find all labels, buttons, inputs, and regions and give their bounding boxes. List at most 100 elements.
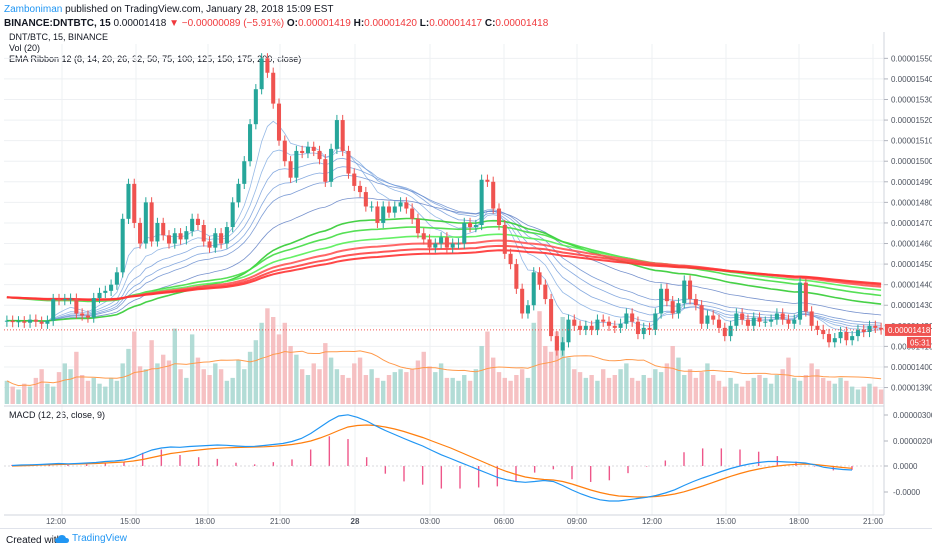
candle-body <box>531 272 536 306</box>
candle-body <box>844 331 849 341</box>
candle-body <box>85 315 90 318</box>
candle-body <box>508 253 513 265</box>
candle-body <box>450 243 455 248</box>
volume-bar <box>4 380 10 404</box>
candle-body <box>334 120 339 149</box>
volume-bar <box>195 357 201 404</box>
candle-body <box>728 325 733 337</box>
candle-body <box>91 298 96 318</box>
candle-body <box>502 225 507 254</box>
volume-bar <box>456 380 461 404</box>
price-tick-label: 0.00001490 <box>891 178 932 187</box>
candle-body <box>496 208 502 225</box>
volume-bar <box>849 386 855 404</box>
candle-body <box>433 243 438 248</box>
price-tick-label: 0.00001540 <box>891 75 932 84</box>
candle-body <box>178 233 183 240</box>
volume-bar <box>328 357 334 404</box>
candle-body <box>537 272 542 285</box>
legend-ema[interactable]: EMA Ribbon 12 (8, 14, 20, 26, 32, 50, 75… <box>9 54 302 64</box>
macd-pane <box>4 405 884 502</box>
volume-bar <box>763 377 768 404</box>
open-label: O: <box>286 18 298 29</box>
candle-body <box>682 280 687 304</box>
ema-100-line <box>6 225 882 303</box>
candle-body <box>329 148 334 182</box>
candle-body <box>143 202 148 244</box>
volume-bar <box>450 377 455 404</box>
candle-body <box>103 290 108 293</box>
volume-bar <box>687 369 693 404</box>
candle-body <box>635 321 640 335</box>
candle-body <box>22 321 27 323</box>
time-tick-label: 03:00 <box>420 517 441 526</box>
candle-body <box>80 313 85 316</box>
volume-bar <box>85 380 91 404</box>
price-tick-label: 0.00001520 <box>891 116 932 125</box>
candle-body <box>815 325 820 330</box>
volume-bar <box>635 380 641 404</box>
volume-bar <box>305 375 311 404</box>
candle-body <box>375 206 380 223</box>
candle-body <box>705 315 710 324</box>
legend-vol[interactable]: Vol (20) <box>9 43 41 53</box>
tradingview-logo[interactable]: TradingView <box>55 533 127 544</box>
author-link[interactable]: Zamboniman <box>4 4 63 15</box>
candle-body <box>265 58 270 73</box>
candle-body <box>850 336 855 341</box>
candle-body <box>16 321 21 323</box>
cloud-icon <box>55 534 69 543</box>
volume-bar <box>74 351 79 404</box>
volume-bar <box>531 322 536 404</box>
candle-body <box>346 150 351 174</box>
volume-bar <box>438 363 444 404</box>
grid <box>4 44 884 515</box>
legend-title[interactable]: DNT/BTC, 15, BINANCE <box>9 32 109 42</box>
volume-bar <box>537 311 542 404</box>
volume-bar <box>27 386 33 404</box>
volume-bar <box>68 369 73 404</box>
time-tick-label: 09:00 <box>567 517 588 526</box>
volume-bar <box>809 363 814 404</box>
volume-bar <box>572 369 577 404</box>
candle-body <box>479 179 484 225</box>
candle-body <box>4 320 9 322</box>
candle-body <box>861 329 866 332</box>
candle-body <box>120 218 125 273</box>
candle-body <box>647 327 652 330</box>
volume-bar <box>62 363 67 404</box>
candle-body <box>763 321 768 323</box>
candle-body <box>525 305 530 314</box>
close-value: 0.00001418 <box>495 18 549 29</box>
time-tick-label: 06:00 <box>494 517 515 526</box>
candle-body <box>253 89 258 125</box>
candle-body <box>207 241 212 248</box>
tradingview-brand: TradingView <box>72 533 128 544</box>
candle-body <box>305 146 310 153</box>
candle-body <box>653 313 658 330</box>
candle-body <box>190 218 195 232</box>
time-tick-label: 18:00 <box>195 517 216 526</box>
price-tick-label: 0.00001460 <box>891 240 932 249</box>
candle-body <box>132 183 137 223</box>
volume-bar <box>323 343 328 404</box>
chart-svg[interactable]: 0.000013900.000014000.000014100.00001420… <box>0 0 932 528</box>
volume-bar <box>184 377 189 404</box>
ema-75-line <box>6 217 882 322</box>
candle-body <box>97 292 102 299</box>
candle-body <box>386 206 392 213</box>
candle-body <box>734 313 739 326</box>
candle-body <box>578 325 583 330</box>
time-tick-label: 18:00 <box>789 517 810 526</box>
candle-body <box>757 317 762 322</box>
volume-bar <box>45 383 50 404</box>
legend-macd[interactable]: MACD (12, 26, close, 9) <box>9 410 106 420</box>
candle-body <box>809 311 814 326</box>
macd-tick-label: 0.00000300 <box>893 411 932 420</box>
candle-body <box>28 319 33 323</box>
volume-bar <box>606 377 612 404</box>
candle-body <box>693 299 698 306</box>
volume-bar <box>821 377 826 404</box>
countdown-badge <box>907 336 931 348</box>
volume-bar <box>56 372 62 404</box>
